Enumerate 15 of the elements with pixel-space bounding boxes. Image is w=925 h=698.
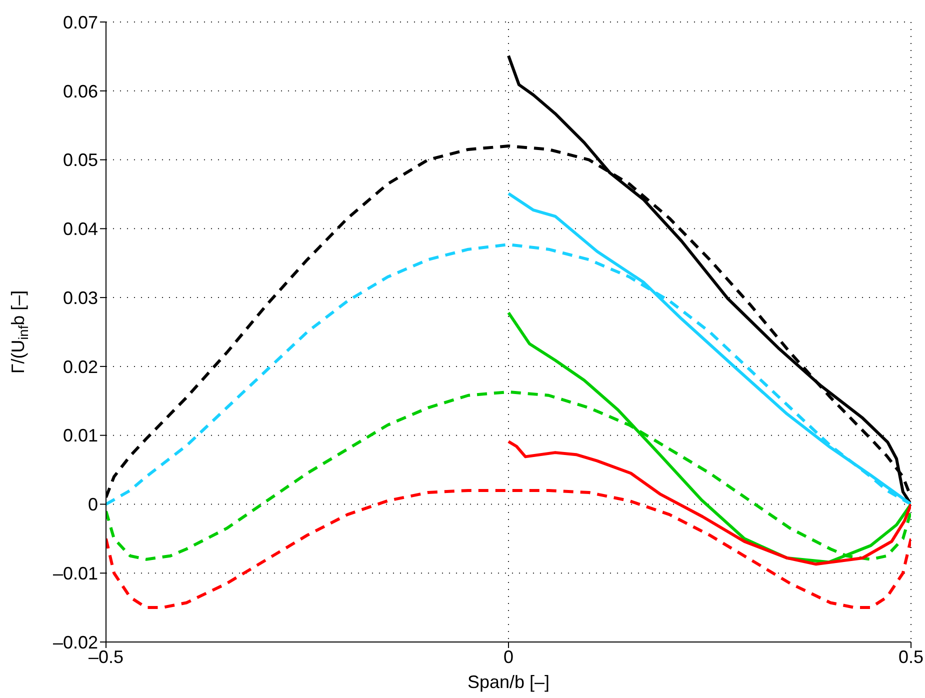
y-tick-label: –0.02 [52, 632, 98, 652]
line-series [507, 440, 911, 566]
y-tick-label: 0.07 [62, 12, 98, 32]
y-tick-label: 0.06 [62, 81, 98, 102]
x-tick-label: 0 [503, 646, 514, 667]
y-tick-label: 0.02 [62, 356, 98, 377]
y-tick-label: 0.04 [62, 219, 98, 240]
y-tick-label: –0.01 [52, 564, 98, 584]
y-tick-label: 0 [88, 494, 98, 515]
y-tick-label: 0.03 [62, 288, 98, 308]
y-tick-label: 0.01 [62, 426, 98, 446]
x-axis-title: Span/b [–] [467, 672, 550, 692]
x-tick-label: 0.5 [898, 646, 924, 667]
y-tick-label: 0.05 [62, 150, 98, 170]
line-series [106, 488, 911, 610]
